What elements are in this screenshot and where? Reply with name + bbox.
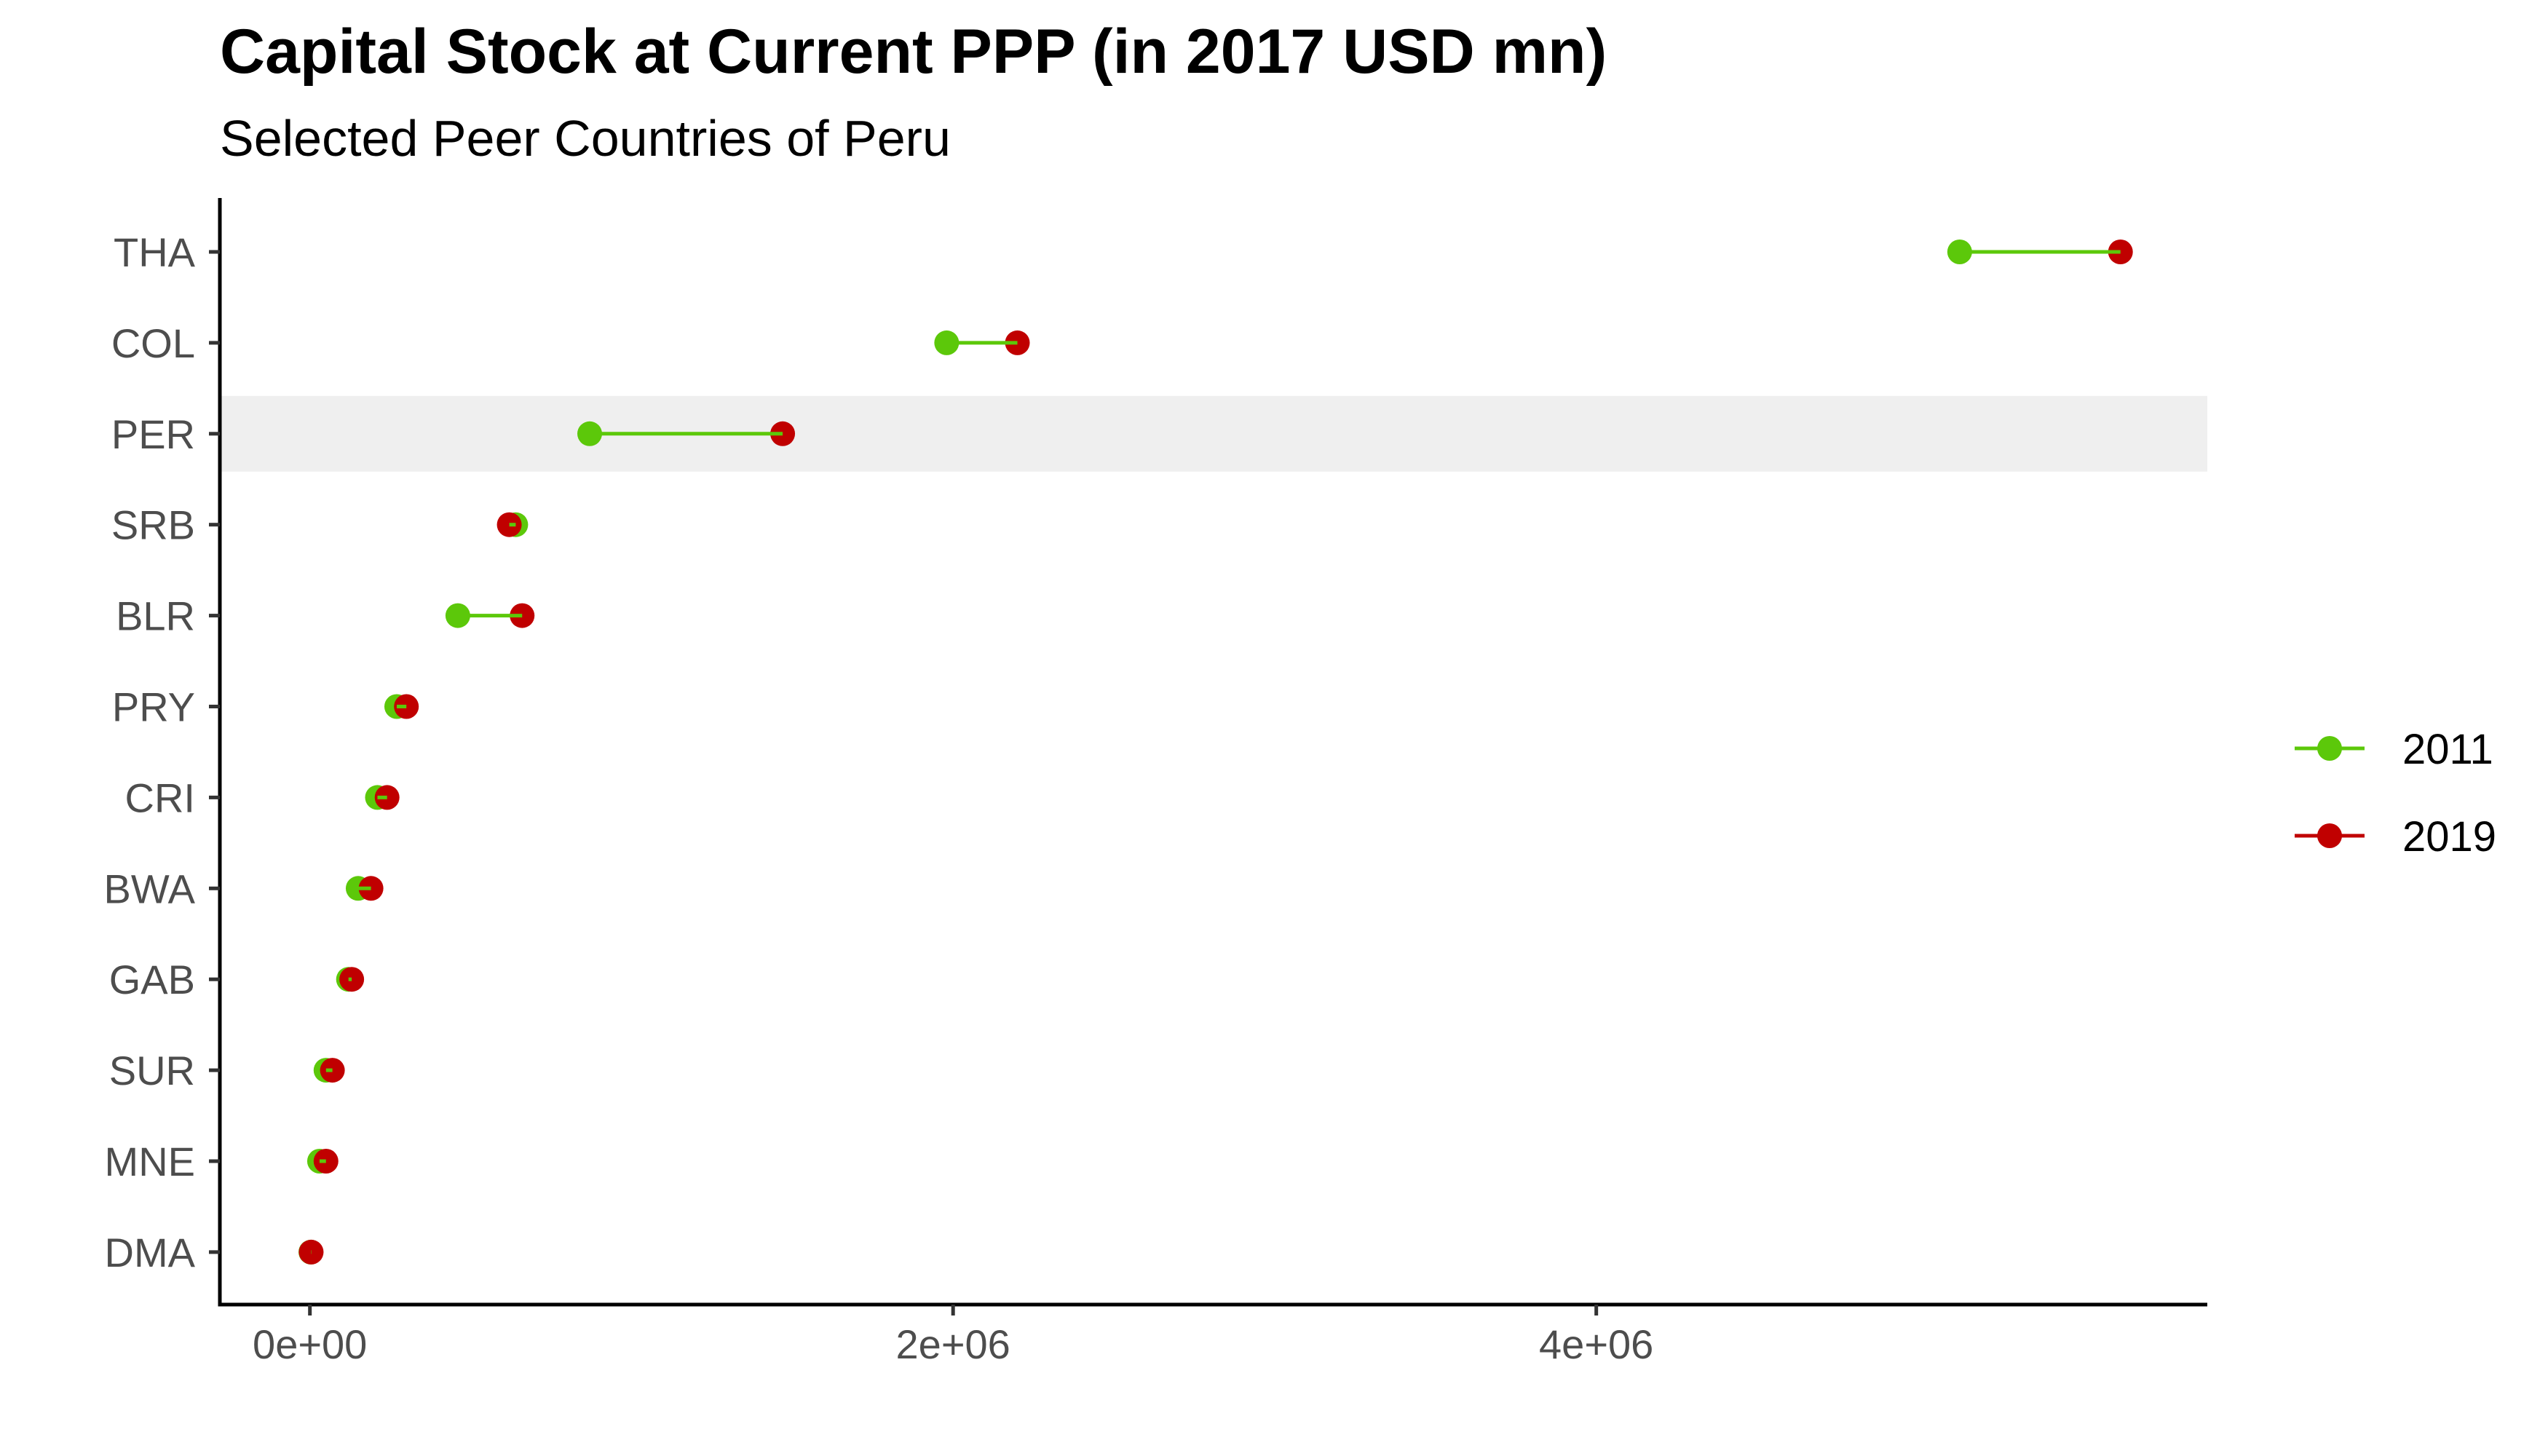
legend-key-point (2317, 736, 2342, 761)
x-tick-label: 4e+06 (1539, 1321, 1653, 1367)
y-tick-label: BLR (116, 593, 195, 639)
dumbbell-blr (445, 603, 535, 628)
legend-label: 2011 (2402, 726, 2493, 773)
dumbbell-pry (384, 694, 419, 719)
y-tick-label: COL (111, 320, 195, 366)
chart-subtitle: Selected Peer Countries of Peru (220, 110, 951, 167)
y-tick-label: SRB (111, 502, 195, 548)
dumbbell-gab (336, 967, 365, 992)
dumbbell-dma (298, 1239, 324, 1265)
y-tick-label: GAB (109, 957, 195, 1002)
dumbbell-per (577, 421, 796, 446)
dumbbell-srb (496, 512, 529, 537)
highlight-band-layer (220, 395, 2207, 472)
dumbbell-sur (313, 1058, 345, 1083)
axes: THA COL PER SRB BLR PRY CRI BWA GAB SUR MNE DMA 0e+0… (104, 198, 2207, 1367)
highlight-band (220, 395, 2207, 472)
dumbbell-mne (306, 1149, 339, 1174)
legend: 2011 2019 (2295, 726, 2496, 860)
y-tick-label: PER (111, 411, 195, 457)
dumbbell-bwa (345, 876, 384, 901)
dumbbell-tha (1947, 240, 2133, 264)
legend-item-2011: 2011 (2295, 726, 2493, 773)
y-tick-label: CRI (125, 775, 195, 820)
x-tick-label: 2e+06 (896, 1321, 1010, 1367)
legend-key-point (2317, 823, 2342, 848)
y-tick-label: MNE (105, 1139, 195, 1184)
chart-marks (298, 240, 2133, 1265)
dumbbell-col (934, 330, 1030, 355)
y-tick-label: SUR (109, 1048, 195, 1093)
chart-title: Capital Stock at Current PPP (in 2017 US… (220, 17, 1607, 87)
x-tick-label: 0e+00 (253, 1321, 367, 1367)
y-tick-label: THA (114, 229, 196, 275)
y-tick-label: PRY (112, 684, 195, 730)
y-tick-label: DMA (105, 1230, 196, 1275)
dumbbell-cri (365, 785, 400, 810)
legend-label: 2019 (2402, 813, 2496, 860)
legend-item-2019: 2019 (2295, 813, 2496, 860)
y-tick-label: BWA (104, 866, 196, 911)
